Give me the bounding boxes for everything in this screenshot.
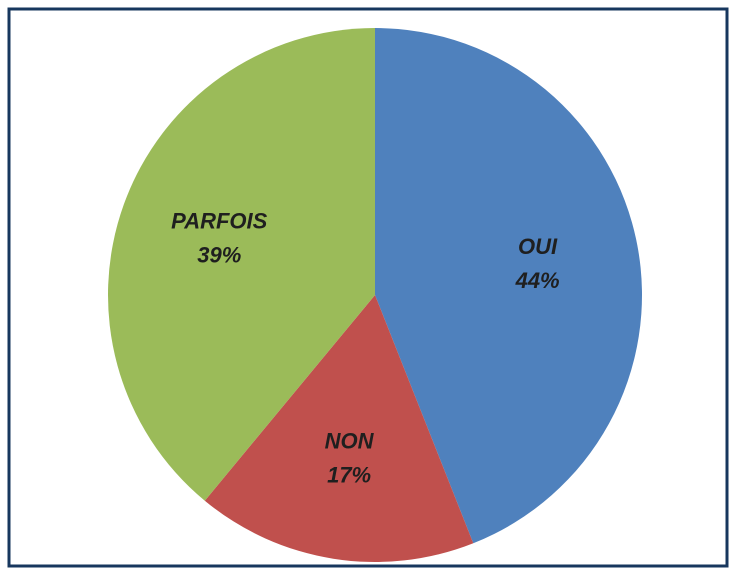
slice-value-label: 17%	[327, 462, 371, 487]
slice-value-label: 39%	[197, 243, 241, 268]
pie-slice	[204, 295, 474, 562]
slice-value-label: 44%	[515, 268, 560, 293]
pie-slice	[107, 28, 375, 501]
slice-category-label: PARFOIS	[171, 209, 267, 234]
slice-category-label: OUI	[518, 234, 558, 259]
slice-category-label: NON	[325, 428, 375, 453]
pie-slice	[375, 28, 642, 544]
